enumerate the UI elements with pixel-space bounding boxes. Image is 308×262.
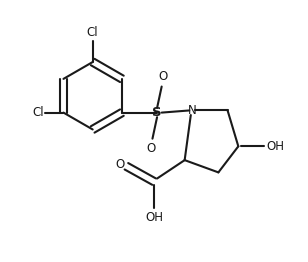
Text: OH: OH <box>266 140 284 153</box>
Text: S: S <box>152 106 162 119</box>
Text: O: O <box>146 142 156 155</box>
Text: N: N <box>188 104 197 117</box>
Text: OH: OH <box>145 211 163 224</box>
Text: Cl: Cl <box>32 106 43 119</box>
Text: O: O <box>116 158 125 171</box>
Text: O: O <box>159 70 168 84</box>
Text: Cl: Cl <box>87 26 99 39</box>
